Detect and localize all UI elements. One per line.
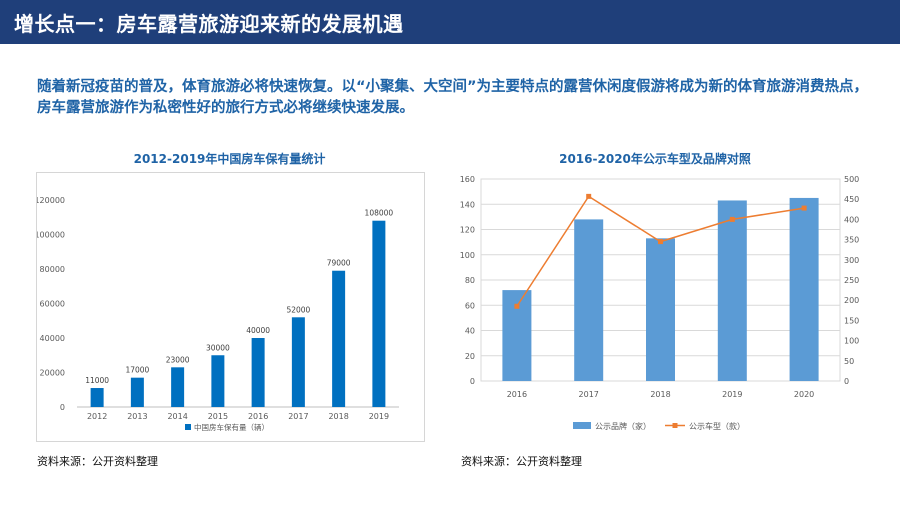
line-marker — [586, 193, 592, 199]
bar — [372, 220, 386, 407]
y-left-tick-label: 140 — [460, 200, 475, 209]
x-tick-label: 2013 — [127, 412, 147, 421]
x-tick-label: 2017 — [288, 412, 308, 421]
legend-swatch — [185, 424, 191, 430]
y-left-tick-label: 60 — [465, 301, 475, 310]
x-tick-label: 2019 — [369, 412, 389, 421]
bar — [291, 317, 305, 407]
bar — [251, 338, 265, 407]
y-right-tick-label: 50 — [844, 357, 854, 366]
header-bar: 增长点一：房车露营旅游迎来新的发展机遇 — [0, 0, 900, 44]
line-marker — [658, 239, 663, 245]
bar — [130, 377, 144, 407]
data-label: 11000 — [85, 376, 109, 385]
page-title: 增长点一：房车露营旅游迎来新的发展机遇 — [14, 12, 404, 36]
bar — [502, 290, 532, 381]
y-tick-label: 100000 — [37, 231, 65, 240]
bar — [717, 200, 747, 381]
bar — [646, 238, 675, 381]
y-left-tick-label: 100 — [460, 251, 475, 260]
x-tick-label: 2015 — [208, 412, 228, 421]
x-tick-label: 2016 — [248, 412, 268, 421]
bar — [789, 197, 819, 381]
y-right-tick-label: 100 — [844, 337, 859, 346]
x-tick-label: 2020 — [794, 390, 814, 399]
bar — [332, 270, 346, 407]
legend-marker-line — [672, 423, 678, 428]
bar — [90, 388, 104, 407]
y-right-tick-label: 500 — [844, 175, 859, 184]
left-chart-svg: 0 20000 40000 60000 80000 100000 120000 11000 20… — [34, 196, 399, 432]
y-right-tick-label: 200 — [844, 296, 859, 305]
data-label: 79000 — [327, 259, 351, 268]
legend-swatch-bar — [573, 422, 591, 429]
x-tick-label: 2018 — [650, 390, 670, 399]
y-tick-label: 60000 — [40, 300, 65, 309]
y-right-tick-label: 250 — [844, 276, 859, 285]
y-left-tick-label: 160 — [460, 175, 475, 184]
y-tick-label: 20000 — [40, 369, 65, 378]
left-chart-source: 资料来源：公开资料整理 — [37, 455, 158, 468]
bar — [171, 367, 185, 407]
y-left-tick-label: 40 — [465, 327, 475, 336]
right-chart-svg: 0 20 40 60 80 100 120 140 160 0 50 100 150 200 250 300 3… — [460, 175, 860, 431]
x-tick-label: 2017 — [579, 390, 599, 399]
y-right-tick-label: 300 — [844, 256, 859, 265]
legend-label-line: 公示车型（款） — [689, 421, 745, 431]
data-label: 17000 — [125, 366, 149, 375]
y-right-tick-label: 350 — [844, 236, 859, 245]
left-chart-panel: 0 20000 40000 60000 80000 100000 120000 11000 20… — [34, 172, 425, 442]
y-tick-label: 80000 — [40, 265, 65, 274]
y-right-tick-label: 0 — [844, 377, 849, 386]
line-marker — [729, 216, 735, 222]
legend-label: 中国房车保有量（辆） — [194, 422, 269, 432]
y-left-tick-label: 80 — [465, 276, 475, 285]
y-tick-label: 120000 — [37, 196, 65, 205]
bar — [211, 355, 225, 407]
legend-label-bar: 公示品牌（家） — [595, 421, 651, 431]
line-marker — [801, 205, 807, 211]
y-left-tick-label: 120 — [460, 226, 475, 235]
line-marker — [514, 303, 520, 309]
bar — [574, 219, 604, 381]
intro-paragraph: 随着新冠疫苗的普及，体育旅游必将快速恢复。以“小聚集、大空间”为主要特点的露营休… — [37, 79, 869, 116]
data-label: 30000 — [206, 343, 230, 352]
data-label: 108000 — [365, 209, 394, 218]
y-left-tick-label: 20 — [465, 352, 475, 361]
y-tick-label: 40000 — [40, 334, 65, 343]
y-tick-label: 0 — [60, 403, 65, 412]
y-right-tick-label: 150 — [844, 316, 859, 325]
right-chart-source: 资料来源：公开资料整理 — [461, 455, 582, 468]
x-tick-label: 2018 — [328, 412, 348, 421]
x-tick-label: 2019 — [722, 390, 742, 399]
x-tick-label: 2016 — [507, 390, 527, 399]
y-right-tick-label: 400 — [844, 215, 859, 224]
data-label: 23000 — [166, 355, 190, 364]
x-tick-label: 2012 — [87, 412, 107, 421]
right-chart-title: 2016-2020年公示车型及品牌对照 — [559, 152, 751, 166]
left-chart-title: 2012-2019年中国房车保有量统计 — [133, 152, 326, 166]
y-right-tick-label: 450 — [844, 195, 859, 204]
data-label: 40000 — [246, 326, 270, 335]
data-label: 52000 — [286, 305, 310, 314]
y-left-tick-label: 0 — [470, 377, 475, 386]
x-tick-label: 2014 — [167, 412, 187, 421]
